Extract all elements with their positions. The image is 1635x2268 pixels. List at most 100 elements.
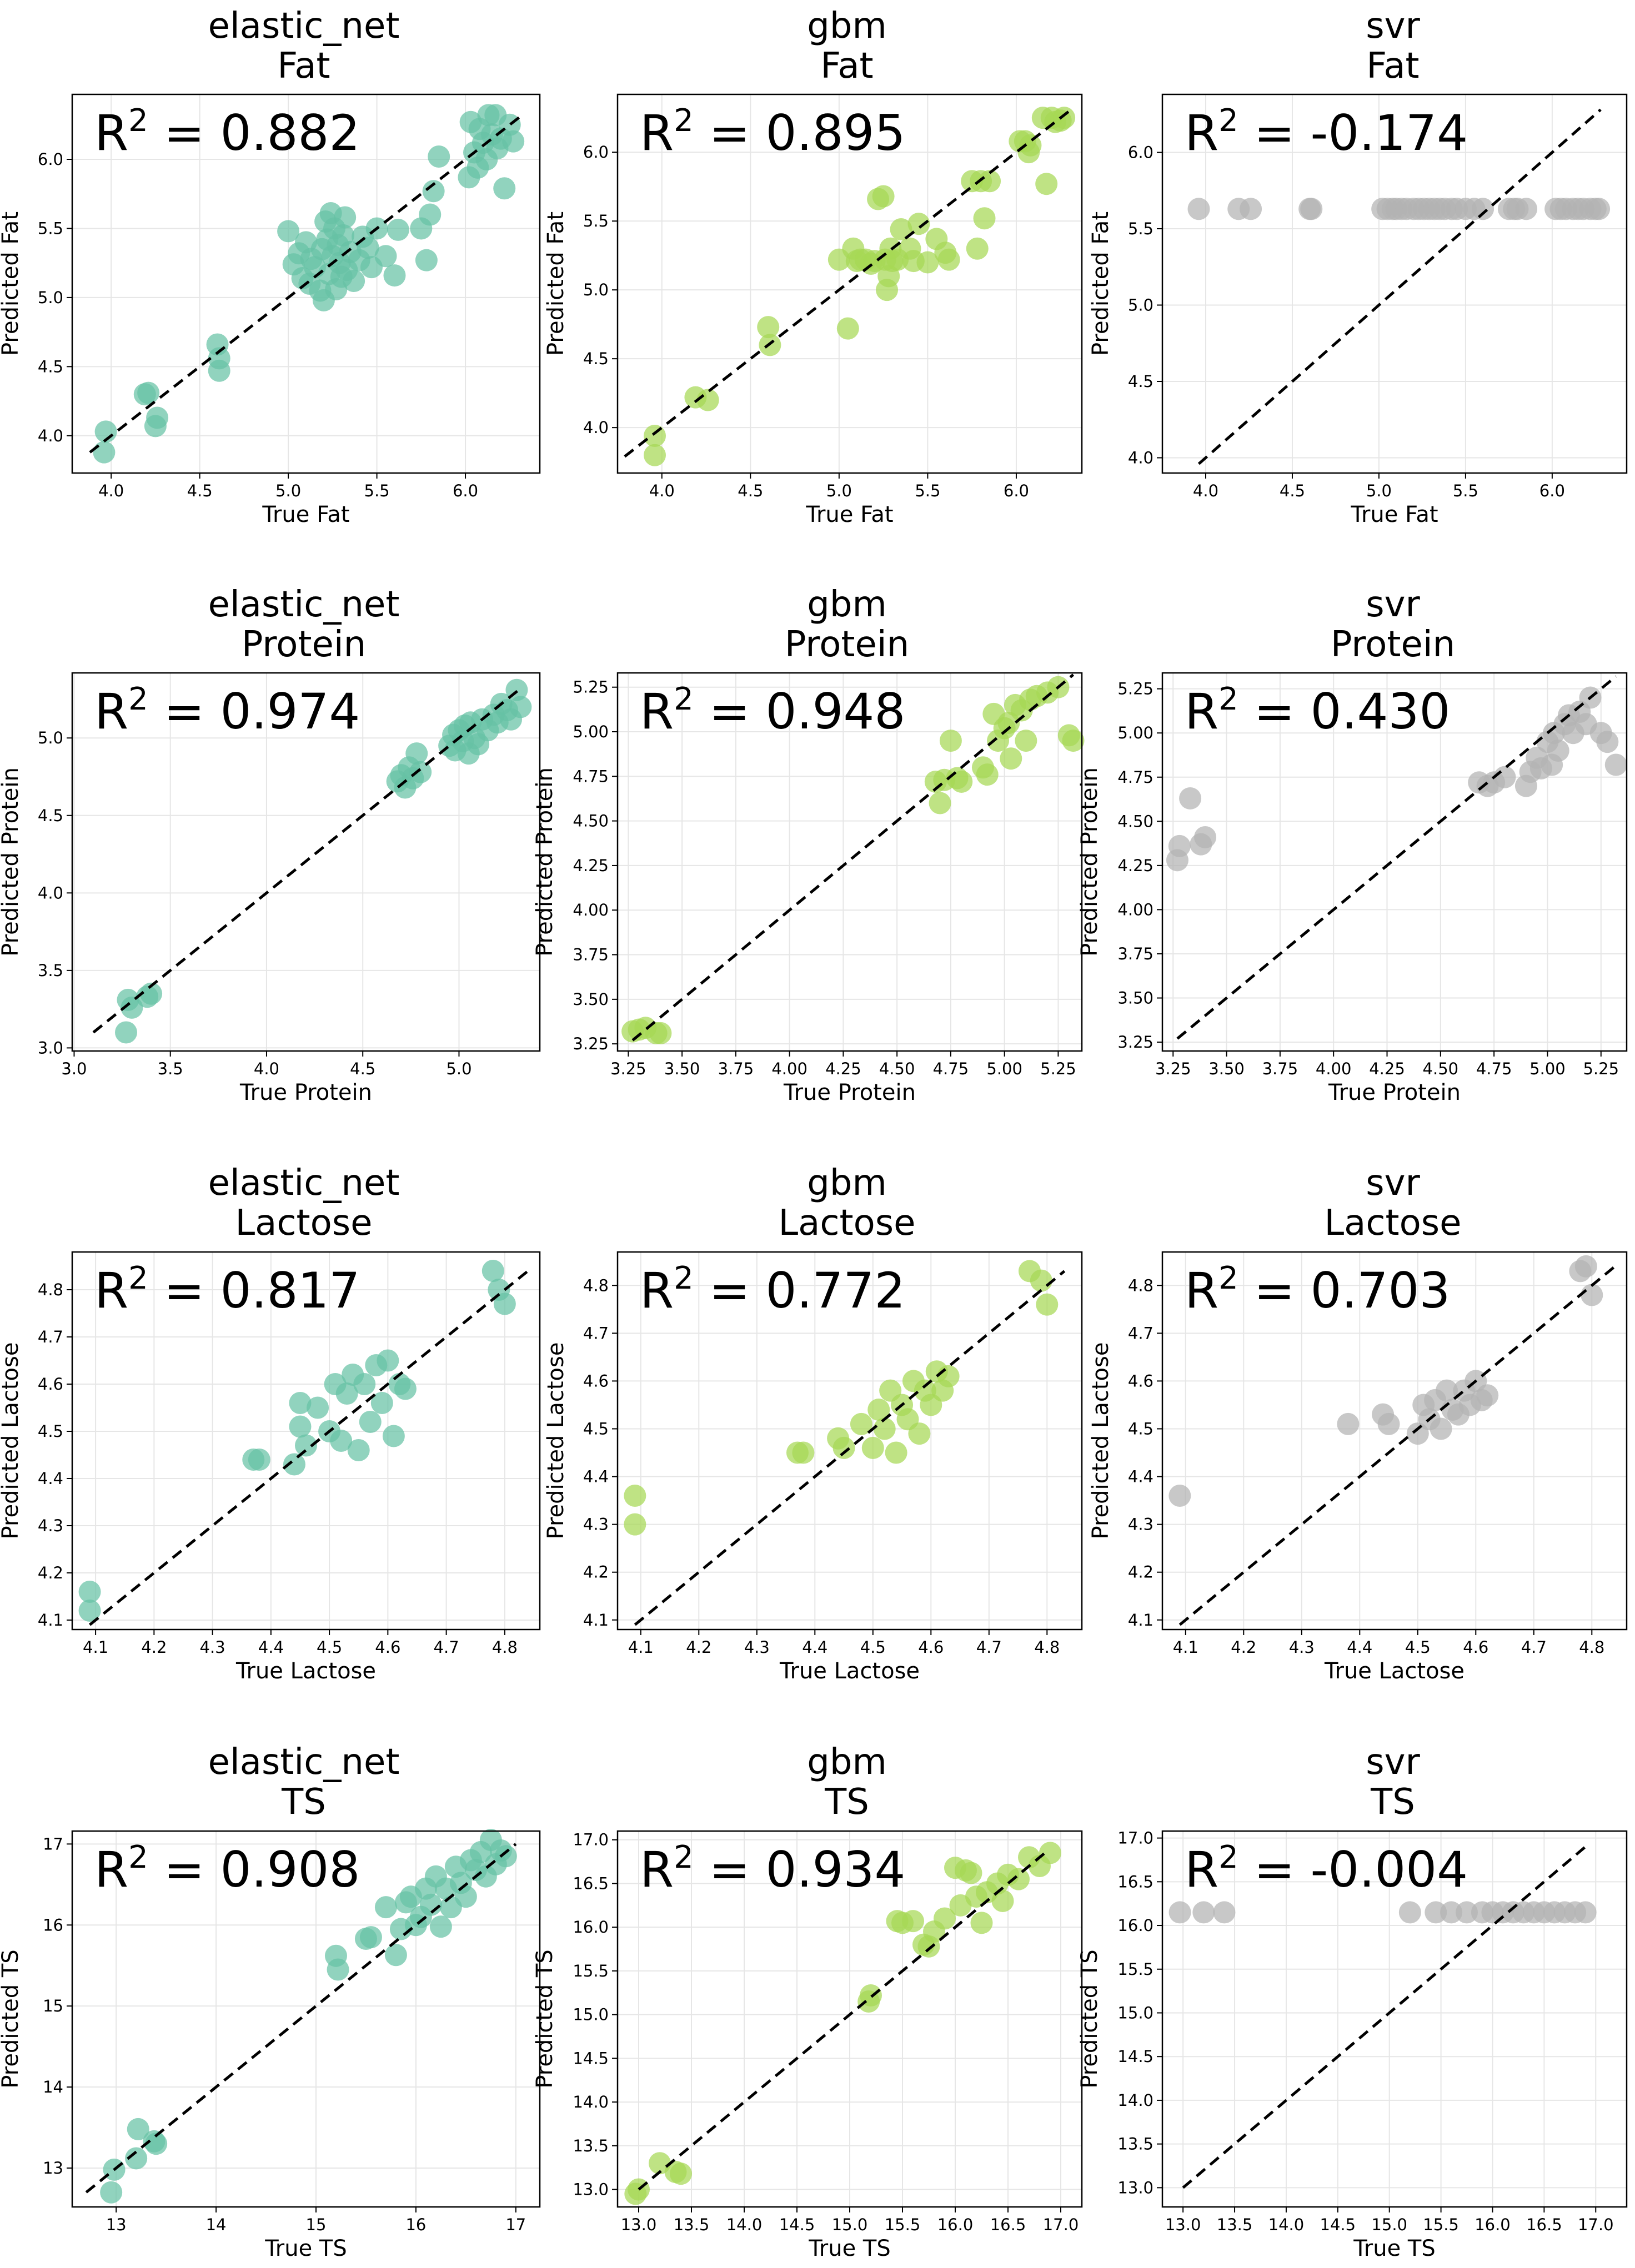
y-tick-label: 4.5 [38,806,63,825]
y-tick-label: 4.5 [583,1419,609,1438]
y-tick-label: 3.25 [1117,1033,1153,1052]
panel-title-target: TS [281,1782,326,1823]
x-tick-label: 4.00 [1316,1059,1352,1078]
scatter-point [757,316,780,339]
r2-annotation: R2 = 0.430 [1185,681,1450,740]
y-tick-label: 17.0 [1117,1829,1153,1848]
scatter-point [93,441,116,464]
y-tick-label: 15.0 [1117,2003,1153,2022]
x-tick-label: 4.4 [258,1638,284,1657]
y-tick-label: 4.75 [1117,768,1153,787]
x-tick-label: 6.0 [1004,481,1029,500]
scatter-point [966,237,989,260]
x-tick-label: 3.75 [1262,1059,1298,1078]
x-axis-label: True Protein [1328,1080,1461,1105]
scatter-point [330,1430,353,1452]
panel-title-model: gbm [807,1742,887,1783]
scatter-point [1240,198,1262,220]
x-tick-label: 15.5 [1423,2215,1459,2234]
scatter-point [861,1436,884,1459]
scatter-point [289,1392,312,1414]
y-tick-label: 3.75 [573,946,609,964]
x-tick-label: 4.6 [375,1638,400,1657]
r2-annotation: R2 = 0.817 [94,1260,360,1319]
scatter-point [907,213,930,235]
x-tick-label: 4.7 [1521,1638,1547,1657]
scatter-point [277,220,300,243]
scatter-point [387,218,409,241]
y-tick-label: 6.0 [38,150,63,169]
y-axis-label: Predicted Fat [0,212,23,356]
y-tick-label: 4.5 [38,357,63,376]
plot-frame [1161,1830,1628,2208]
scatter-point [493,177,516,200]
x-tick-label: 4.5 [1280,481,1305,500]
scatter-point [960,1862,982,1884]
y-tick-label: 15 [43,1997,63,2015]
x-tick-label: 3.25 [610,1059,646,1078]
y-tick-label: 14.0 [1117,2091,1153,2110]
y-axis-label: Predicted Protein [532,767,558,957]
scatter-point [1062,730,1085,752]
x-tick-label: 13.5 [674,2215,710,2234]
identity-line [92,687,521,1034]
x-tick-label: 5.00 [986,1059,1022,1078]
x-tick-label: 14.0 [1268,2215,1305,2234]
x-axis-label: True TS [264,2236,347,2261]
panel-title-target: Lactose [778,1203,915,1244]
scatter-point [885,1441,907,1464]
x-tick-label: 14.0 [726,2215,763,2234]
x-tick-label: 4.0 [254,1059,279,1078]
x-tick-label: 4.5 [1405,1638,1431,1657]
scatter-point [832,1436,855,1459]
identity-line [89,114,523,454]
scatter-point [1179,787,1202,809]
scatter-point [1030,1269,1052,1292]
scatter-point [145,2133,168,2155]
x-tick-label: 4.75 [1476,1059,1512,1078]
scatter-point [873,1417,896,1440]
x-tick-label: 13 [106,2215,127,2234]
scatter-point [419,1893,442,1916]
x-axis-label: True Fat [262,502,349,527]
x-tick-label: 13.0 [1165,2215,1201,2234]
y-tick-label: 4.0 [583,418,609,437]
r2-annotation: R2 = 0.882 [94,103,360,162]
scatter-point [332,224,354,247]
identity-line [631,673,1075,1042]
y-tick-label: 4.8 [1128,1276,1153,1295]
panel-title-model: gbm [807,584,887,625]
scatter-point [916,251,939,274]
y-tick-label: 3.5 [38,961,63,980]
scatter-point [644,425,666,447]
y-tick-label: 4.3 [583,1515,609,1534]
scatter-point [1588,198,1611,220]
y-tick-label: 6.0 [583,143,609,162]
y-tick-label: 16.0 [1117,1916,1153,1935]
y-tick-label: 14.5 [1117,2047,1153,2066]
x-tick-label: 4.7 [976,1638,1002,1657]
x-tick-label: 4.6 [1463,1638,1488,1657]
y-tick-label: 4.8 [583,1276,609,1295]
scatter-point [146,406,169,429]
y-tick-label: 3.50 [573,990,609,1009]
r2-annotation: R2 = 0.772 [640,1260,905,1319]
y-tick-label: 4.25 [573,856,609,875]
y-tick-label: 4.5 [1128,1419,1153,1438]
x-tick-label: 4.1 [1173,1638,1198,1657]
x-tick-label: 4.4 [1347,1638,1372,1657]
scatter-point [347,1439,370,1461]
y-axis-label: Predicted Lactose [1088,1342,1114,1540]
y-tick-label: 6.0 [1128,143,1153,162]
x-tick-label: 4.3 [200,1638,225,1657]
y-tick-label: 17.0 [573,1831,609,1849]
r2-annotation: R2 = 0.908 [94,1839,360,1898]
scatter-point [1472,198,1494,220]
x-tick-label: 4.75 [933,1059,969,1078]
scatter-point [872,185,895,208]
